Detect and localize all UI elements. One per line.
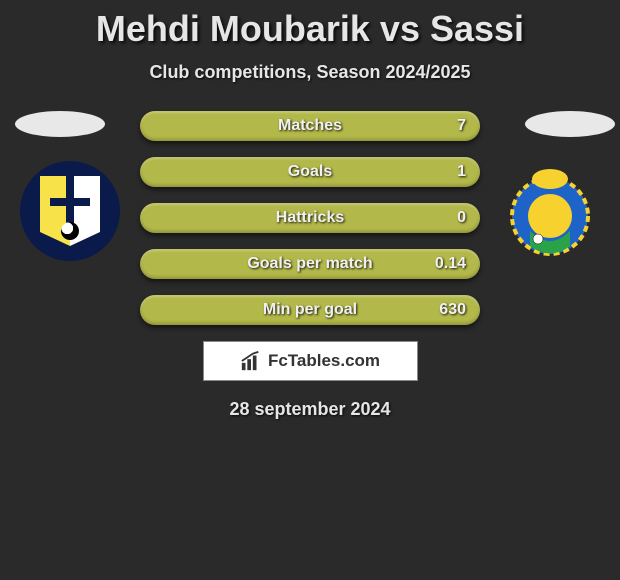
stat-bar: Min per goal 630: [140, 295, 480, 325]
brand-footer: FcTables.com: [203, 341, 418, 381]
stat-bars: Matches 7 Goals 1 Hattricks 0 Goals per …: [140, 111, 480, 325]
stat-label: Matches: [278, 117, 342, 135]
stat-label: Goals: [288, 163, 332, 181]
stat-bar: Matches 7: [140, 111, 480, 141]
shield-icon: [40, 176, 100, 246]
right-name-placeholder: [525, 111, 615, 137]
stat-value: 0.14: [435, 255, 466, 273]
right-club-badge: [500, 161, 600, 261]
stat-bar: Hattricks 0: [140, 203, 480, 233]
left-club-badge: [20, 161, 120, 261]
comparison-card: Mehdi Moubarik vs Sassi Club competition…: [0, 0, 620, 420]
club-crest-icon: [500, 161, 600, 261]
stat-label: Min per goal: [263, 301, 357, 319]
stat-label: Goals per match: [247, 255, 372, 273]
stats-section: Matches 7 Goals 1 Hattricks 0 Goals per …: [0, 111, 620, 325]
stat-value: 0: [457, 209, 466, 227]
subtitle: Club competitions, Season 2024/2025: [0, 62, 620, 83]
page-title: Mehdi Moubarik vs Sassi: [0, 8, 620, 50]
stat-bar: Goals 1: [140, 157, 480, 187]
stat-bar: Goals per match 0.14: [140, 249, 480, 279]
stat-value: 1: [457, 163, 466, 181]
brand-text: FcTables.com: [268, 351, 380, 371]
bar-chart-icon: [240, 350, 262, 372]
left-name-placeholder: [15, 111, 105, 137]
date-label: 28 september 2024: [0, 399, 620, 420]
stat-value: 7: [457, 117, 466, 135]
stat-label: Hattricks: [276, 209, 344, 227]
stat-value: 630: [439, 301, 466, 319]
